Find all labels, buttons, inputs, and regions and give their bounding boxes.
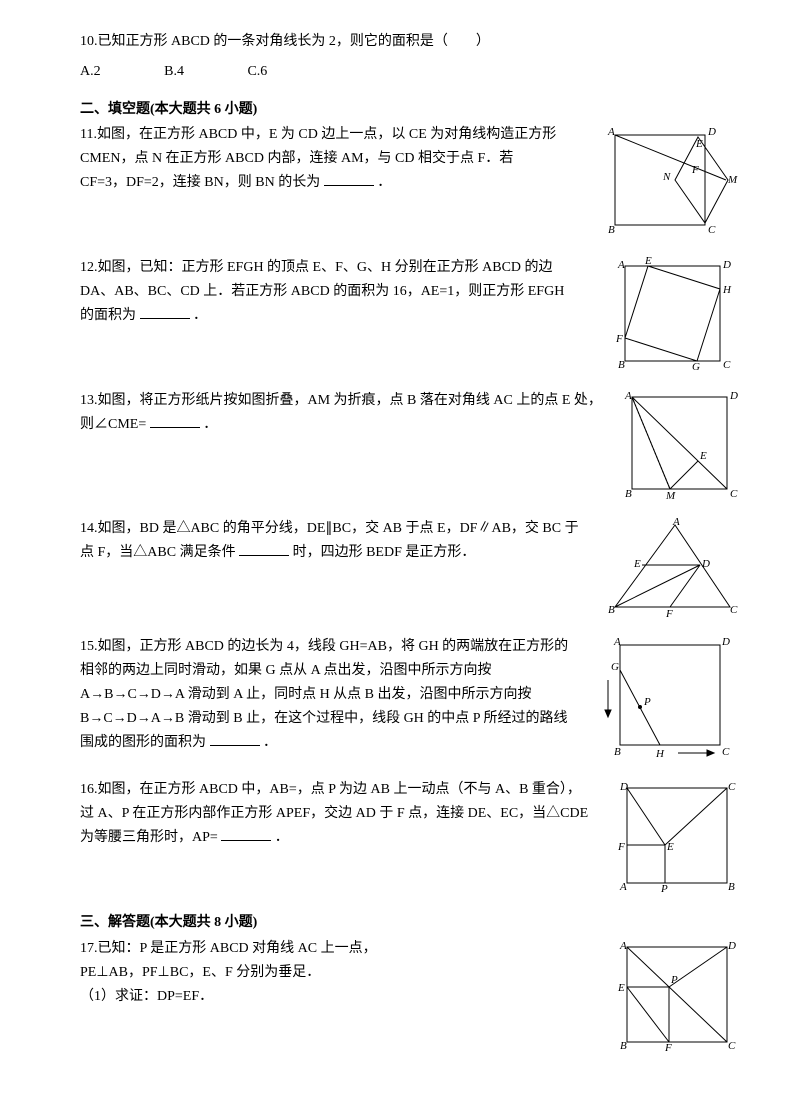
q15-blank	[210, 732, 260, 746]
q11-text-a: 11.如图，在正方形 ABCD 中，E 为 CD 边上一点，以 CE 为对角线构…	[80, 127, 556, 190]
svg-text:G: G	[692, 361, 700, 371]
q11-figure: A D B C E M N F	[600, 123, 740, 238]
q14-figure: A B C D E F	[600, 517, 740, 617]
q10-options: A.2 B.4 C.6	[80, 60, 740, 84]
q15-text-wrap: 15.如图，正方形 ABCD 的边长为 4，线段 GH=AB，将 GH 的两端放…	[80, 635, 580, 754]
section-3-title: 三、解答题(本大题共 8 小题)	[80, 911, 740, 935]
q14-text-b: 时，四边形 BEDF 是正方形．	[293, 545, 476, 560]
svg-text:A: A	[672, 517, 680, 528]
svg-text:A: A	[624, 390, 632, 402]
svg-text:M: M	[665, 490, 676, 499]
svg-text:B: B	[625, 488, 632, 499]
q13-figure: A D B C M E	[620, 389, 740, 499]
q10-text: 10.已知正方形 ABCD 的一条对角线长为 2，则它的面积是（ ）	[80, 34, 490, 49]
svg-text:F: F	[617, 841, 625, 853]
svg-text:B: B	[608, 604, 615, 616]
q13-text-b: ．	[203, 417, 217, 432]
section-2-title: 二、填空题(本大题共 6 小题)	[80, 98, 740, 122]
q13-blank	[150, 414, 200, 428]
svg-text:E: E	[666, 841, 674, 853]
q17-line1: 17.已知：P 是正方形 ABCD 对角线 AC 上一点，	[80, 937, 580, 961]
svg-text:C: C	[730, 604, 738, 616]
question-17: A D B C E F P 17.已知：P 是正方形 ABCD 对角线 AC 上…	[80, 937, 740, 1052]
q14-blank	[239, 542, 289, 556]
svg-text:E: E	[695, 138, 703, 150]
svg-text:D: D	[727, 940, 736, 952]
svg-text:P: P	[670, 974, 678, 986]
svg-text:B: B	[618, 359, 625, 371]
svg-text:D: D	[619, 781, 628, 793]
q14-text-wrap: 14.如图，BD 是△ABC 的角平分线，DE∥BC，交 AB 于点 E，DF∥…	[80, 517, 590, 565]
svg-text:C: C	[730, 488, 738, 499]
q12-text-wrap: 12.如图，已知：正方形 EFGH 的顶点 E、F、G、H 分别在正方形 ABC…	[80, 256, 580, 327]
svg-text:E: E	[617, 982, 625, 994]
q17-figure: A D B C E F P	[615, 937, 740, 1052]
q12-text-b: ．	[193, 308, 207, 323]
q11-text-wrap: 11.如图，在正方形 ABCD 中，E 为 CD 边上一点，以 CE 为对角线构…	[80, 123, 560, 194]
svg-text:A: A	[613, 636, 621, 648]
q16-text-wrap: 16.如图，在正方形 ABCD 中，AB=，点 P 为边 AB 上一动点（不与 …	[80, 778, 590, 849]
question-11: A D B C E M N F 11.如图，在正方形 ABCD 中，E 为 CD…	[80, 123, 740, 238]
q16-blank	[221, 827, 271, 841]
svg-text:N: N	[662, 171, 671, 183]
q17-line3: （1）求证：DP=EF．	[80, 985, 580, 1009]
svg-text:B: B	[620, 1040, 627, 1052]
svg-text:A: A	[617, 259, 625, 271]
q13-text-wrap: 13.如图，将正方形纸片按如图折叠，AM 为折痕，点 B 落在对角线 AC 上的…	[80, 389, 610, 437]
svg-text:H: H	[722, 284, 732, 296]
svg-text:D: D	[701, 558, 710, 570]
svg-text:A: A	[619, 940, 627, 952]
q15-text-a: 15.如图，正方形 ABCD 的边长为 4，线段 GH=AB，将 GH 的两端放…	[80, 639, 568, 749]
svg-text:B: B	[728, 881, 735, 893]
question-16: D C A B E F P 16.如图，在正方形 ABCD 中，AB=，点 P …	[80, 778, 740, 893]
svg-text:E: E	[644, 256, 652, 267]
svg-text:M: M	[727, 174, 738, 186]
svg-text:E: E	[633, 558, 641, 570]
question-14: A B C D E F 14.如图，BD 是△ABC 的角平分线，DE∥BC，交…	[80, 517, 740, 617]
q16-text-b: ．	[275, 830, 289, 845]
svg-text:D: D	[721, 636, 730, 648]
page-content: 10.已知正方形 ABCD 的一条对角线长为 2，则它的面积是（ ） A.2 B…	[80, 30, 740, 1052]
svg-text:F: F	[615, 333, 623, 345]
svg-text:C: C	[723, 359, 731, 371]
q11-blank	[324, 172, 374, 186]
svg-text:G: G	[611, 661, 619, 673]
svg-text:F: F	[664, 1042, 672, 1052]
svg-text:A: A	[619, 881, 627, 893]
q16-text-a: 16.如图，在正方形 ABCD 中，AB=，点 P 为边 AB 上一动点（不与 …	[80, 782, 588, 845]
svg-text:C: C	[708, 224, 716, 236]
svg-text:D: D	[729, 390, 738, 402]
q15-text-b: ．	[263, 735, 277, 750]
svg-text:D: D	[722, 259, 731, 271]
q10-option-a: A.2	[80, 60, 101, 84]
svg-text:D: D	[707, 126, 716, 138]
question-12: A D B C E H F G 12.如图，已知：正方形 EFGH 的顶点 E、…	[80, 256, 740, 371]
svg-text:H: H	[655, 748, 665, 760]
q11-text-b: ．	[377, 175, 391, 190]
svg-text:C: C	[728, 1040, 736, 1052]
svg-text:P: P	[660, 883, 668, 893]
svg-text:B: B	[608, 224, 615, 236]
svg-text:P: P	[643, 696, 651, 708]
q12-figure: A D B C E H F G	[610, 256, 740, 371]
question-13: A D B C M E 13.如图，将正方形纸片按如图折叠，AM 为折痕，点 B…	[80, 389, 740, 499]
svg-text:C: C	[722, 746, 730, 758]
q17-text-wrap: 17.已知：P 是正方形 ABCD 对角线 AC 上一点， PE⊥AB，PF⊥B…	[80, 937, 580, 1008]
q17-line2: PE⊥AB，PF⊥BC，E、F 分别为垂足．	[80, 961, 580, 985]
q10-option-c: C.6	[247, 60, 267, 84]
q16-figure: D C A B E F P	[615, 778, 740, 893]
svg-text:C: C	[728, 781, 736, 793]
question-15: A D B C G H P 15.如图，正方形 ABCD 的边长为 4，线段 G…	[80, 635, 740, 760]
q10-option-b: B.4	[164, 60, 184, 84]
question-10: 10.已知正方形 ABCD 的一条对角线长为 2，则它的面积是（ ）	[80, 30, 740, 54]
svg-text:A: A	[607, 126, 615, 138]
svg-text:E: E	[699, 450, 707, 462]
q12-blank	[140, 305, 190, 319]
svg-text:F: F	[691, 164, 699, 176]
q15-figure: A D B C G H P	[600, 635, 740, 760]
svg-text:B: B	[614, 746, 621, 758]
svg-text:F: F	[665, 608, 673, 617]
